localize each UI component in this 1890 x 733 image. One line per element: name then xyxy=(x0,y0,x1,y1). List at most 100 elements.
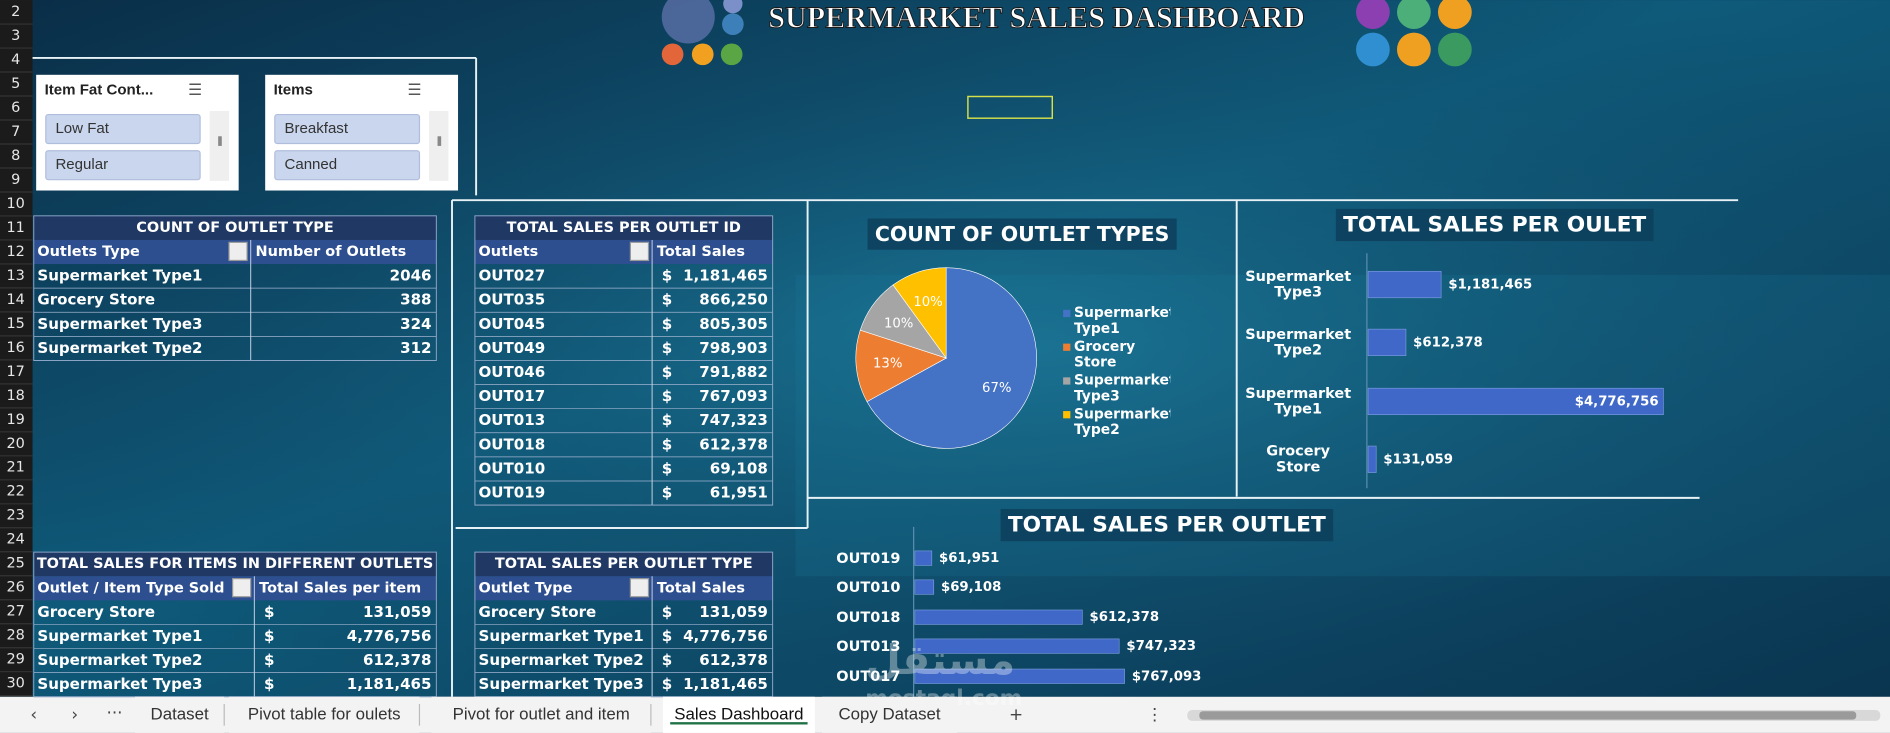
row-number: 16 xyxy=(6,340,24,356)
slicer-item[interactable] xyxy=(45,150,201,181)
table-header-bg xyxy=(474,576,773,601)
row-value: 4,776,756 xyxy=(683,627,768,645)
row-number: 7 xyxy=(11,124,20,140)
row-number: 24 xyxy=(6,532,24,548)
row-value: 324 xyxy=(400,315,431,333)
category-label: Supermarket Type3 xyxy=(1245,267,1352,301)
row-value: 612,378 xyxy=(699,435,768,453)
slicer-item-label[interactable]: Low Fat xyxy=(55,120,109,137)
row-label: Grocery Store xyxy=(37,291,155,309)
row-value: 1,181,465 xyxy=(347,675,432,693)
row-number: 22 xyxy=(6,484,24,500)
table-border xyxy=(33,215,437,361)
sheet-tab-label[interactable]: Copy Dataset xyxy=(838,704,940,723)
currency: $ xyxy=(662,267,672,285)
category-label-box: OUT010 xyxy=(836,579,900,595)
bar xyxy=(1367,445,1377,473)
currency: $ xyxy=(662,675,672,693)
table-title-bg xyxy=(33,552,437,577)
category-label-box: Supermarket Type1 xyxy=(1245,385,1351,416)
currency: $ xyxy=(662,315,672,333)
row-label: Supermarket Type2 xyxy=(37,339,202,357)
column-header: Outlets xyxy=(479,244,539,260)
dashboard-title: SUPERMARKET SALES DASHBOARD xyxy=(768,0,1305,34)
sheet-tab[interactable] xyxy=(431,696,651,733)
selected-cell[interactable] xyxy=(967,95,1053,119)
column-header: Outlet / Item Type Sold xyxy=(37,580,224,596)
row-number: 9 xyxy=(11,172,20,188)
slicer-item-label[interactable]: Breakfast xyxy=(284,120,348,137)
row-label: OUT010 xyxy=(479,459,546,477)
table-title-bg xyxy=(33,215,437,240)
bar xyxy=(914,668,1125,684)
category-label: OUT019 xyxy=(836,549,901,566)
category-label-box: Supermarket Type3 xyxy=(1245,267,1352,301)
table-title: COUNT OF OUTLET TYPE xyxy=(136,220,333,236)
sheet-tab[interactable] xyxy=(229,696,420,733)
sheet-tab-label[interactable]: Dataset xyxy=(151,704,209,723)
filter-button[interactable] xyxy=(228,241,248,262)
bar-label: $747,323 xyxy=(1126,639,1196,654)
row-number: 6 xyxy=(11,100,20,116)
pie-slice xyxy=(855,329,947,403)
slicer-item[interactable] xyxy=(45,113,201,145)
currency: $ xyxy=(662,387,672,405)
row-value: 131,059 xyxy=(363,603,432,621)
currency: $ xyxy=(662,651,672,669)
category-label: Grocery Store xyxy=(1266,442,1331,475)
chart-title-bg xyxy=(867,218,1177,250)
pie-label: 67% xyxy=(982,381,1011,396)
currency: $ xyxy=(662,435,672,453)
sheet-tab[interactable] xyxy=(822,696,958,733)
slicer-item-label[interactable]: Regular xyxy=(55,156,108,173)
currency: $ xyxy=(264,627,274,645)
filter-button[interactable] xyxy=(232,578,252,598)
filter-button[interactable] xyxy=(629,241,650,262)
row-label: Supermarket Type1 xyxy=(479,627,644,645)
svg-text:›: › xyxy=(71,704,78,724)
chart-title: TOTAL SALES PER OUTLET xyxy=(1008,513,1326,538)
column-header: Total Sales per item xyxy=(259,580,421,596)
pie-label: 10% xyxy=(913,295,942,310)
legend-label: Supermarket Type3 xyxy=(1073,371,1171,404)
slicer-item-label[interactable]: Canned xyxy=(284,156,337,173)
column-header: Outlet Type xyxy=(479,580,573,596)
svg-text:···: ··· xyxy=(106,703,122,723)
bar-label: $69,108 xyxy=(941,580,1001,595)
row-number: 25 xyxy=(6,556,24,572)
slicer-item[interactable] xyxy=(274,113,421,145)
row-label: Supermarket Type1 xyxy=(37,627,202,645)
sheet-tab-label[interactable]: Sales Dashboard xyxy=(674,704,803,723)
column-header: Number of Outlets xyxy=(256,244,407,260)
bar-label: $131,059 xyxy=(1383,452,1453,467)
legend-label: Supermarket Type1 xyxy=(1073,303,1171,337)
bar xyxy=(914,638,1120,654)
bar xyxy=(1367,387,1664,416)
sheet-tab[interactable] xyxy=(135,696,225,733)
slicer-item[interactable] xyxy=(274,150,421,181)
row-value: 61,951 xyxy=(710,484,768,502)
sheet-tab[interactable] xyxy=(662,696,815,733)
row-label: Supermarket Type2 xyxy=(37,651,202,669)
row-label: OUT027 xyxy=(479,267,546,285)
filter-button[interactable] xyxy=(629,578,650,598)
table-border xyxy=(474,215,774,506)
row-number: 5 xyxy=(11,76,20,92)
sheet-tab-label[interactable]: Pivot table for oulets xyxy=(248,704,401,723)
legend-label: Grocery Store xyxy=(1073,337,1136,371)
bar-label: $767,093 xyxy=(1132,669,1202,684)
frame-lines xyxy=(32,56,1739,697)
row-value: 747,323 xyxy=(699,411,768,429)
legend-swatch xyxy=(1063,411,1071,419)
row-value: 805,305 xyxy=(699,315,768,333)
scroll-thumb xyxy=(218,136,222,146)
row-value: 612,378 xyxy=(699,651,768,669)
row-number: 12 xyxy=(6,244,24,260)
slicer-title: Items xyxy=(274,81,313,98)
sheet-tab-label[interactable]: Pivot for outlet and item xyxy=(453,704,630,723)
currency: $ xyxy=(662,484,672,502)
row-label: OUT049 xyxy=(479,339,546,357)
currency: $ xyxy=(662,291,672,309)
scrollbar-thumb[interactable] xyxy=(1199,711,1857,720)
